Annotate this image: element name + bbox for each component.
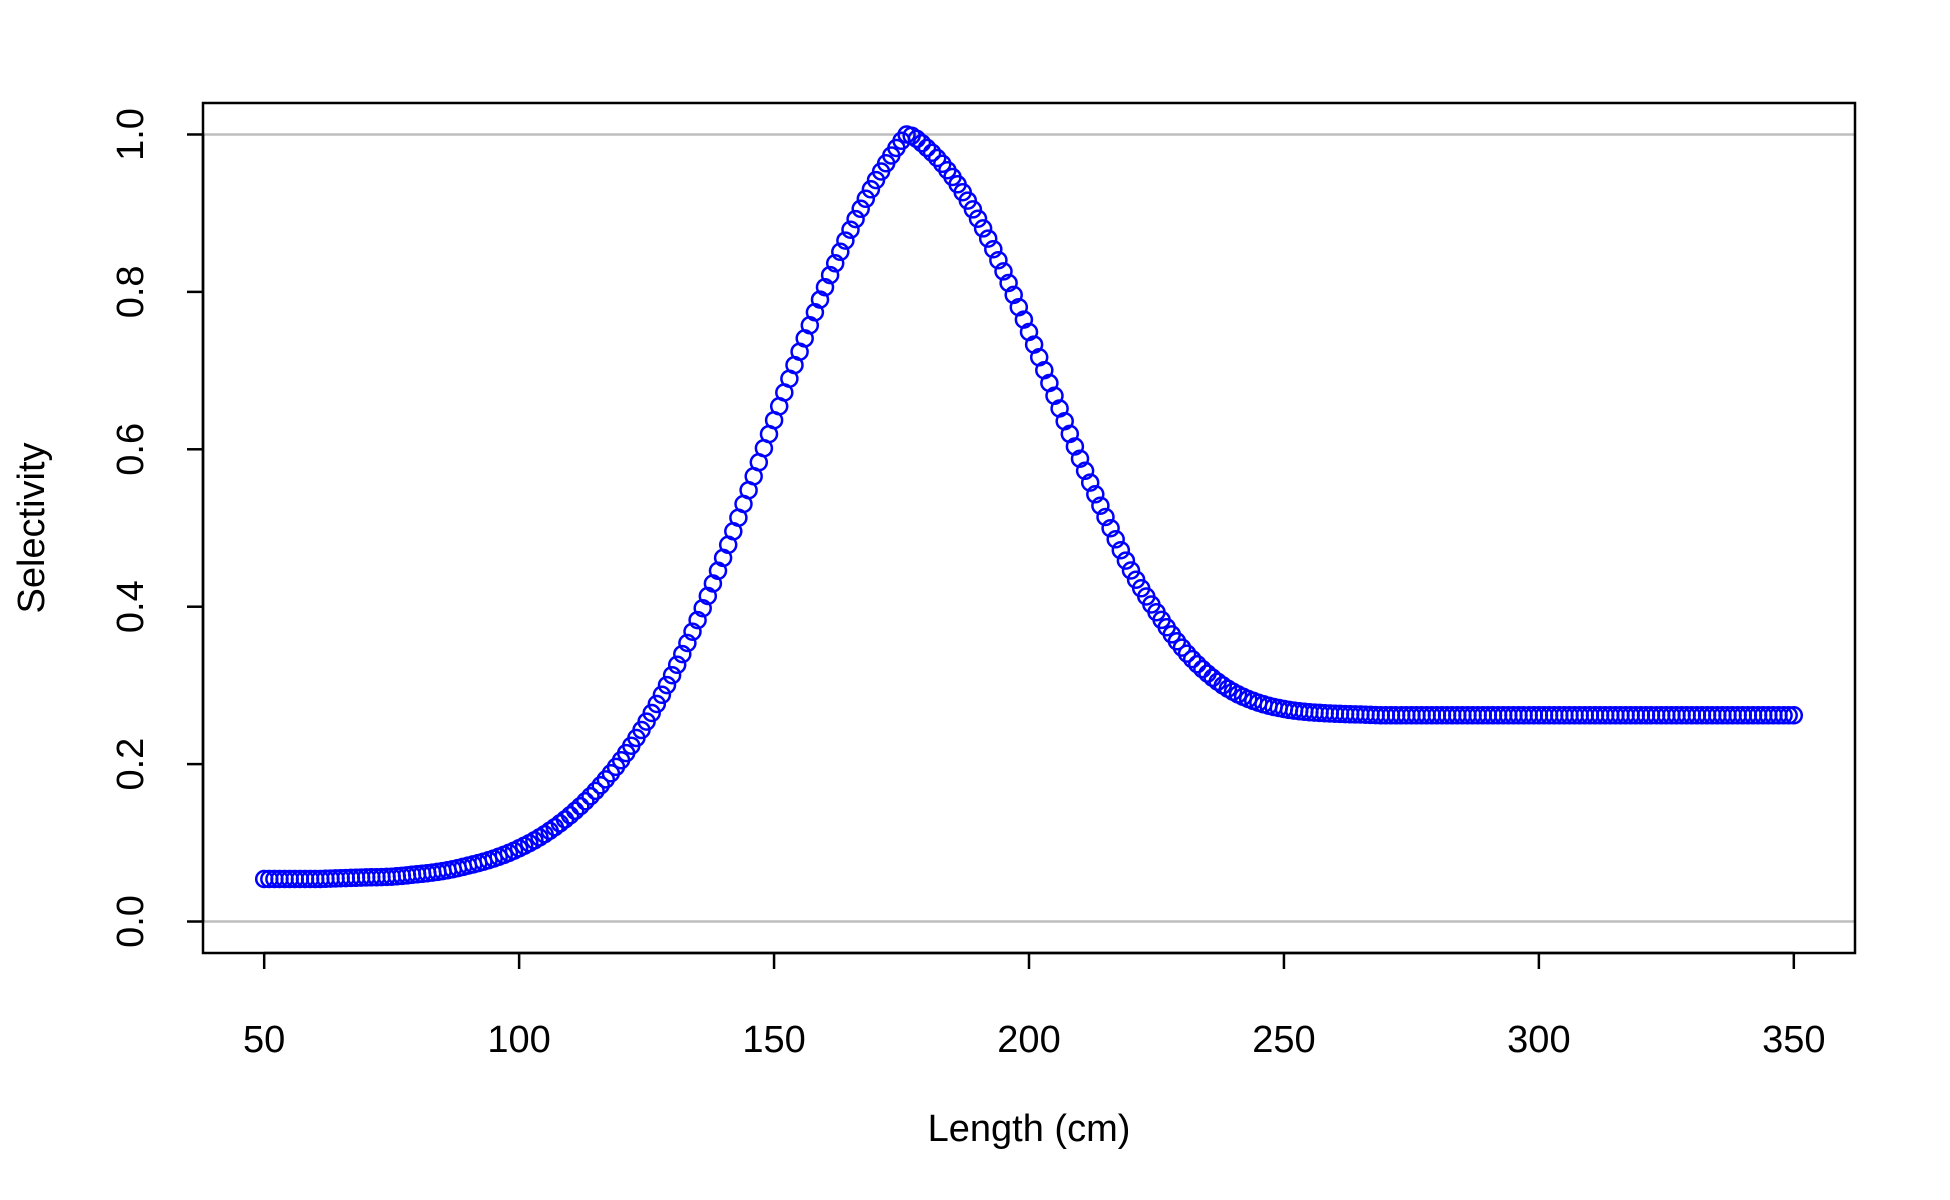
data-point	[846, 209, 865, 229]
data-point	[1014, 310, 1034, 329]
data-point	[841, 220, 860, 239]
y-tick-label: 0.4	[110, 580, 152, 633]
x-tick-label: 150	[742, 1019, 805, 1061]
data-point	[973, 219, 993, 238]
data-point	[856, 189, 876, 209]
data-point	[1106, 530, 1125, 549]
y-tick-label: 1.0	[110, 108, 152, 161]
data-point	[927, 148, 947, 168]
data-point	[1004, 285, 1023, 305]
y-tick-label: 0.2	[110, 738, 152, 791]
x-axis-label: Length (cm)	[928, 1108, 1131, 1150]
data-point	[912, 133, 932, 153]
y-tick-label: 0.8	[110, 265, 152, 318]
data-point	[999, 273, 1018, 293]
x-axis: 50 100 150 200 250 300 350	[243, 951, 1826, 1061]
data-point	[984, 239, 1003, 259]
data-point	[1784, 706, 1804, 725]
data-point	[958, 191, 978, 210]
data-point	[576, 792, 595, 811]
data-point	[963, 200, 983, 219]
x-tick-label: 350	[1762, 1019, 1825, 1061]
data-point	[922, 143, 942, 162]
data-point	[1080, 473, 1100, 492]
data-point	[1188, 654, 1207, 674]
y-tick-label: 0.0	[110, 895, 152, 948]
data-point	[1774, 706, 1793, 725]
data-point	[581, 786, 600, 806]
data-point	[989, 250, 1008, 270]
data-point	[596, 770, 616, 789]
data-point	[571, 796, 590, 816]
data-point	[1101, 518, 1120, 538]
data-point	[657, 675, 677, 695]
data-point	[688, 610, 707, 630]
data-point	[662, 665, 682, 685]
data-point	[968, 209, 988, 228]
data-point	[994, 262, 1013, 281]
data-point	[1779, 706, 1798, 725]
data-point	[820, 265, 840, 285]
y-axis-label: Selectivity	[11, 442, 53, 613]
data-point	[1070, 449, 1090, 468]
data-point	[560, 806, 580, 825]
data-point	[851, 199, 870, 219]
data-point	[978, 229, 998, 248]
data-point	[1121, 561, 1141, 580]
data-point	[1009, 297, 1029, 317]
data-point	[1116, 551, 1136, 570]
data-point	[647, 694, 667, 714]
data-point	[1096, 507, 1115, 527]
data-point	[836, 231, 855, 250]
data-point	[1177, 644, 1197, 663]
data-point	[810, 290, 830, 309]
data-point	[591, 776, 610, 795]
data-point	[825, 254, 845, 273]
data-point	[1172, 638, 1192, 657]
data-point	[565, 801, 585, 821]
y-tick-label: 0.6	[110, 423, 152, 476]
data-point	[678, 633, 697, 653]
data-point	[693, 598, 712, 618]
data-point	[1075, 461, 1095, 481]
x-tick-label: 300	[1507, 1019, 1570, 1061]
data-point	[673, 644, 692, 664]
reference-lines	[203, 133, 1855, 923]
data-point	[683, 622, 702, 641]
y-axis: 0.0 0.2 0.4 0.6 0.8 1.0	[110, 108, 205, 948]
x-tick-label: 100	[487, 1019, 550, 1061]
data-point	[642, 703, 661, 723]
x-tick-label: 250	[1252, 1019, 1315, 1061]
data-point	[815, 277, 835, 297]
data-point	[1086, 485, 1105, 504]
data-point	[586, 781, 605, 801]
x-tick-label: 50	[243, 1019, 285, 1061]
data-point	[1065, 437, 1085, 456]
data-point	[917, 138, 937, 158]
data-point	[861, 180, 881, 199]
data-point	[652, 685, 672, 705]
x-tick-label: 200	[997, 1019, 1060, 1061]
data-point	[1182, 649, 1202, 669]
data-point	[1091, 496, 1110, 515]
data-point	[1111, 540, 1131, 560]
data-point	[831, 242, 850, 262]
data-points	[254, 125, 1804, 889]
data-point	[907, 129, 927, 149]
data-point	[667, 655, 687, 675]
